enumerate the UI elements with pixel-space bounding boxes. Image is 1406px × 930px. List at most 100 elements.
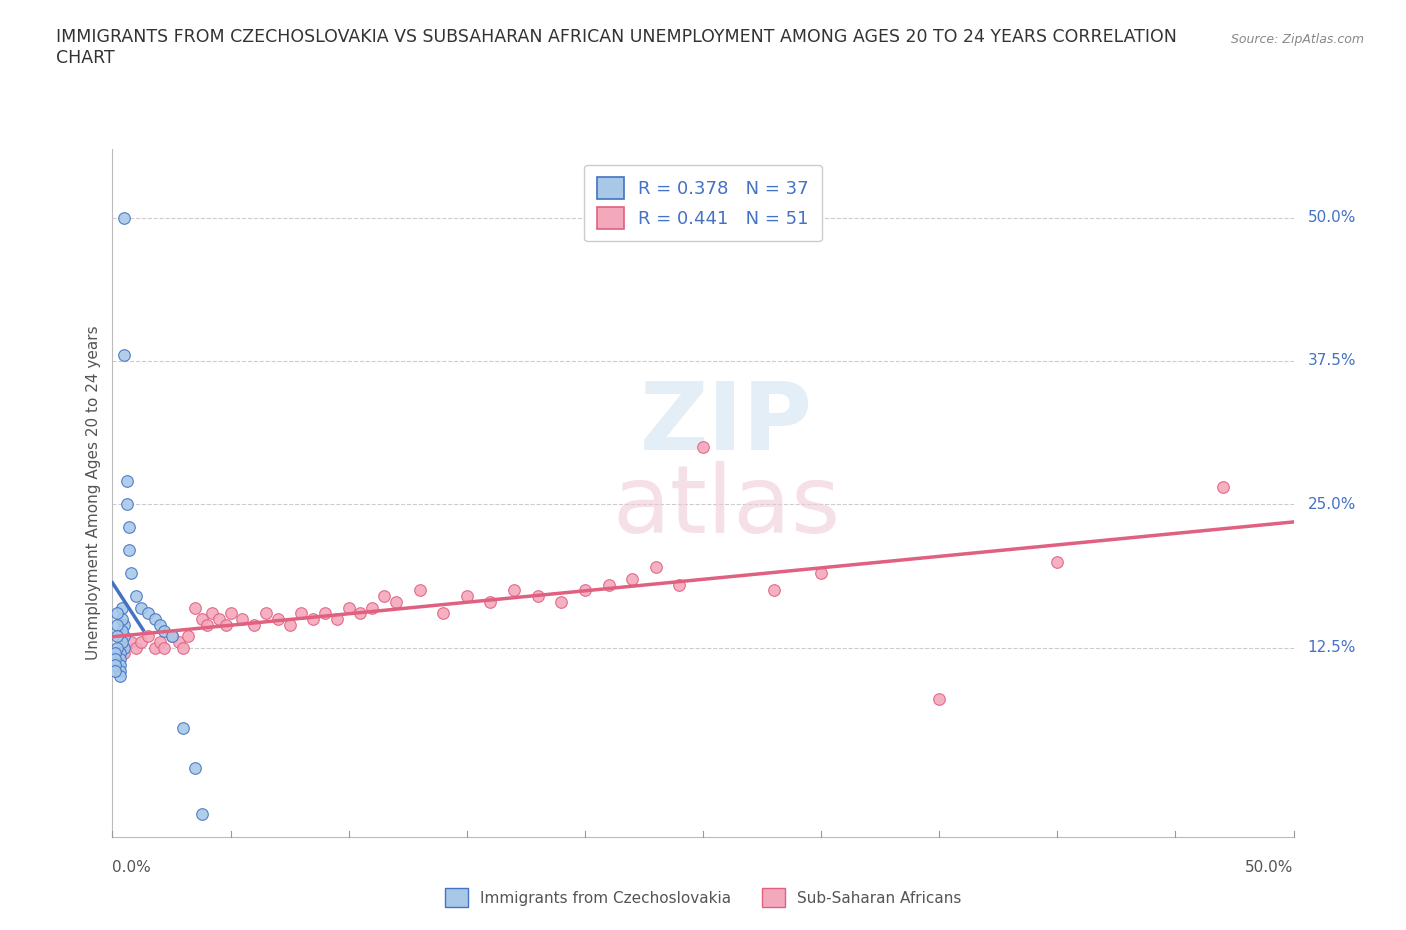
Point: [692, 440, 714, 455]
Point: [104, 652, 127, 667]
Point: [810, 565, 832, 580]
Point: [160, 629, 183, 644]
Point: [349, 606, 371, 621]
Point: [278, 618, 301, 632]
Point: [118, 543, 141, 558]
Point: [111, 600, 134, 615]
Point: [115, 474, 138, 489]
Point: [136, 629, 159, 644]
Point: [111, 634, 134, 649]
Point: [105, 606, 128, 621]
Point: [373, 589, 395, 604]
Y-axis label: Unemployment Among Ages 20 to 24 years: Unemployment Among Ages 20 to 24 years: [86, 326, 101, 660]
Point: [1046, 554, 1069, 569]
Point: [326, 612, 349, 627]
Point: [231, 612, 253, 627]
Point: [574, 583, 596, 598]
Point: [108, 663, 131, 678]
Point: [598, 578, 620, 592]
Point: [136, 606, 159, 621]
Text: 50.0%: 50.0%: [1246, 860, 1294, 875]
Point: [408, 583, 430, 598]
Point: [267, 612, 290, 627]
Point: [314, 606, 336, 621]
Point: [115, 497, 138, 512]
Point: [143, 641, 166, 656]
Point: [254, 606, 277, 621]
Point: [172, 721, 194, 736]
Text: ZIP: ZIP: [640, 379, 813, 470]
Point: [112, 629, 135, 644]
Point: [143, 612, 166, 627]
Point: [195, 618, 218, 632]
Point: [125, 641, 148, 656]
Point: [762, 583, 785, 598]
Text: 25.0%: 25.0%: [1308, 497, 1355, 512]
Text: 37.5%: 37.5%: [1308, 353, 1357, 368]
Point: [208, 612, 231, 627]
Point: [184, 761, 207, 776]
Point: [503, 583, 526, 598]
Point: [385, 594, 408, 609]
Point: [172, 641, 194, 656]
Point: [337, 600, 360, 615]
Point: [104, 658, 127, 672]
Point: [290, 606, 312, 621]
Point: [149, 634, 172, 649]
Point: [112, 348, 135, 363]
Text: 12.5%: 12.5%: [1308, 640, 1355, 656]
Point: [167, 634, 190, 649]
Point: [108, 658, 131, 672]
Point: [112, 210, 135, 225]
Point: [456, 589, 478, 604]
Point: [129, 634, 152, 649]
Text: atlas: atlas: [613, 460, 841, 552]
Point: [479, 594, 502, 609]
Text: Source: ZipAtlas.com: Source: ZipAtlas.com: [1230, 33, 1364, 46]
Point: [104, 663, 127, 678]
Point: [621, 571, 644, 587]
Point: [112, 646, 135, 661]
Point: [105, 629, 128, 644]
Point: [302, 612, 325, 627]
Point: [104, 646, 127, 661]
Text: 0.0%: 0.0%: [112, 860, 152, 875]
Point: [108, 669, 131, 684]
Point: [191, 612, 214, 627]
Point: [644, 560, 666, 575]
Point: [928, 692, 950, 707]
Point: [160, 629, 183, 644]
Point: [108, 646, 131, 661]
Point: [149, 618, 172, 632]
Point: [111, 623, 134, 638]
Point: [108, 652, 131, 667]
Point: [105, 618, 128, 632]
Point: [243, 618, 266, 632]
Point: [184, 600, 207, 615]
Text: 50.0%: 50.0%: [1308, 210, 1355, 225]
Point: [125, 589, 148, 604]
Point: [153, 623, 176, 638]
Point: [120, 565, 142, 580]
Point: [432, 606, 454, 621]
Point: [105, 641, 128, 656]
Point: [201, 606, 224, 621]
Text: IMMIGRANTS FROM CZECHOSLOVAKIA VS SUBSAHARAN AFRICAN UNEMPLOYMENT AMONG AGES 20 : IMMIGRANTS FROM CZECHOSLOVAKIA VS SUBSAH…: [56, 28, 1177, 67]
Point: [177, 629, 200, 644]
Point: [191, 806, 214, 821]
Point: [215, 618, 238, 632]
Point: [111, 612, 134, 627]
Point: [668, 578, 690, 592]
Point: [112, 641, 135, 656]
Point: [361, 600, 384, 615]
Legend: R = 0.378   N = 37, R = 0.441   N = 51: R = 0.378 N = 37, R = 0.441 N = 51: [585, 165, 821, 241]
Point: [118, 520, 141, 535]
Legend: Immigrants from Czechoslovakia, Sub-Saharan Africans: Immigrants from Czechoslovakia, Sub-Saha…: [439, 883, 967, 913]
Point: [1212, 480, 1234, 495]
Point: [153, 641, 176, 656]
Point: [129, 600, 152, 615]
Point: [219, 606, 242, 621]
Point: [526, 589, 548, 604]
Point: [550, 594, 572, 609]
Point: [112, 618, 135, 632]
